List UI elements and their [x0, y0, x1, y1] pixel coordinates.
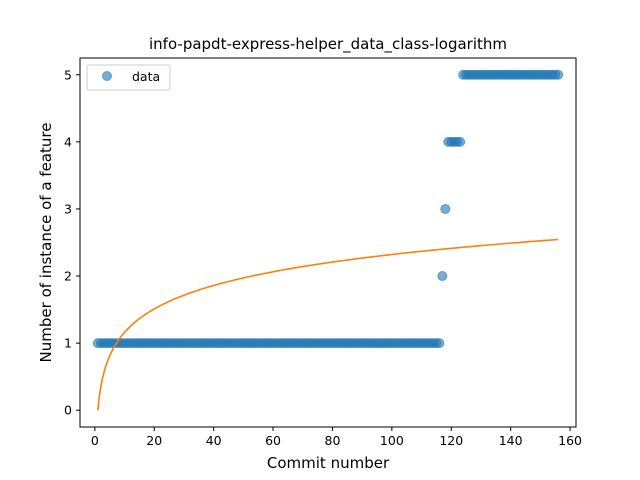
- data-layer: [92, 69, 564, 411]
- y-tick-label: 3: [64, 201, 72, 216]
- x-tick-label: 80: [325, 433, 341, 448]
- y-axis-label: Number of instance of a feature: [37, 123, 55, 363]
- x-axis-label: Commit number: [267, 454, 390, 472]
- x-tick-label: 40: [206, 433, 222, 448]
- fit-line: [97, 238, 559, 411]
- chart-title: info-papdt-express-helper_data_class-log…: [149, 35, 507, 54]
- y-tick-label: 5: [64, 67, 72, 82]
- data-point: [440, 203, 451, 214]
- x-tick-label: 120: [439, 433, 463, 448]
- x-tick-label: 0: [91, 433, 99, 448]
- plot-frame: [79, 57, 577, 428]
- y-tick-label: 0: [64, 403, 72, 418]
- x-tick-label: 60: [265, 433, 281, 448]
- data-point: [455, 136, 466, 147]
- legend-label-data: data: [132, 69, 160, 84]
- plot-background: [80, 58, 576, 427]
- x-tick-label: 140: [499, 433, 523, 448]
- data-point: [553, 69, 564, 80]
- data-point: [437, 271, 448, 282]
- legend: data: [86, 64, 171, 91]
- y-tick-label: 1: [64, 336, 72, 351]
- x-tick-label: 160: [558, 433, 582, 448]
- y-tick-label: 2: [64, 269, 72, 284]
- legend-marker-data: [102, 71, 112, 81]
- x-tick-label: 100: [380, 433, 404, 448]
- x-axis-ticks: 0 20 40 60 80 100 120 140 160: [91, 427, 582, 448]
- data-point: [434, 338, 445, 349]
- y-axis-ticks: 0 1 2 3 4 5: [64, 67, 80, 418]
- y-tick-label: 4: [64, 134, 72, 149]
- x-tick-label: 20: [146, 433, 162, 448]
